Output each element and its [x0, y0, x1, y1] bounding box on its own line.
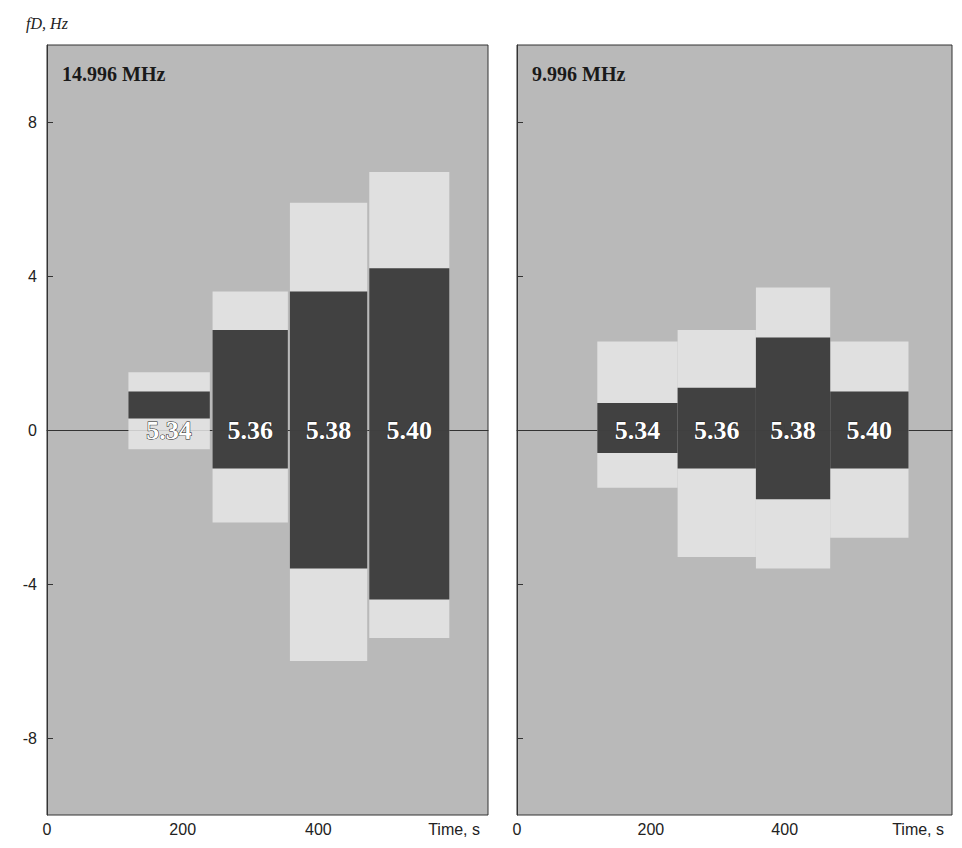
- svg-text:Time, s: Time, s: [892, 821, 944, 838]
- svg-text:0: 0: [513, 821, 522, 838]
- svg-text:400: 400: [771, 821, 798, 838]
- svg-text:200: 200: [169, 821, 196, 838]
- svg-text:5.38: 5.38: [770, 416, 816, 445]
- svg-text:0: 0: [43, 821, 52, 838]
- svg-text:5.38: 5.38: [306, 416, 352, 445]
- svg-text:Time, s: Time, s: [428, 821, 480, 838]
- svg-text:0: 0: [28, 422, 37, 439]
- svg-text:fD, Hz: fD, Hz: [26, 15, 69, 33]
- svg-text:400: 400: [305, 821, 332, 838]
- svg-text:5.40: 5.40: [847, 416, 893, 445]
- svg-text:200: 200: [637, 821, 664, 838]
- svg-text:14.996 MHz: 14.996 MHz: [62, 63, 165, 85]
- svg-text:5.36: 5.36: [694, 416, 740, 445]
- svg-text:5.40: 5.40: [387, 416, 433, 445]
- svg-text:5.36: 5.36: [227, 416, 273, 445]
- svg-text:8: 8: [28, 114, 37, 131]
- svg-text:4: 4: [28, 268, 37, 285]
- svg-text:9.996 MHz: 9.996 MHz: [532, 63, 625, 85]
- svg-text:-4: -4: [23, 576, 37, 593]
- svg-text:-8: -8: [23, 730, 37, 747]
- svg-text:5.34: 5.34: [146, 416, 192, 445]
- svg-text:5.34: 5.34: [615, 416, 661, 445]
